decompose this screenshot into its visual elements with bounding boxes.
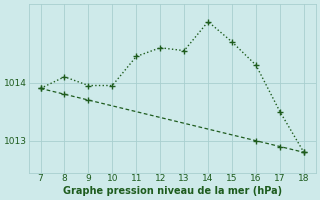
X-axis label: Graphe pression niveau de la mer (hPa): Graphe pression niveau de la mer (hPa): [63, 186, 282, 196]
